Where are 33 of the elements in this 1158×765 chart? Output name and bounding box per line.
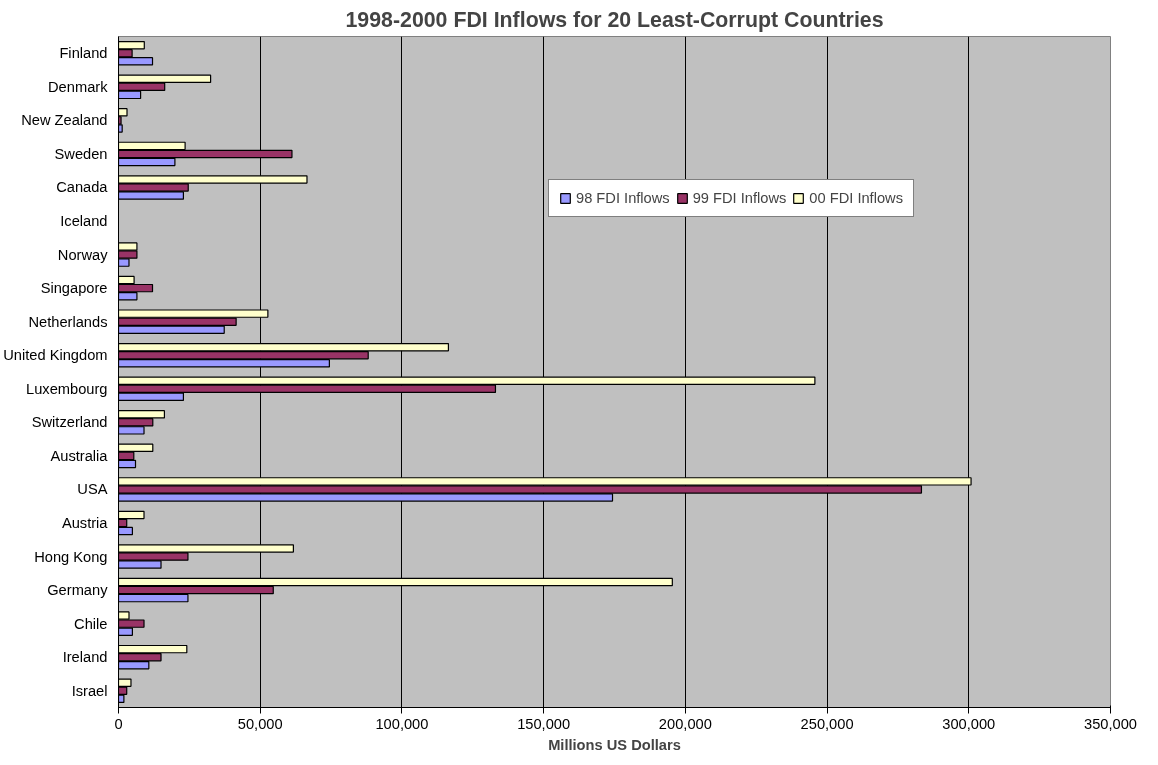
x-tick-label: 0 <box>114 715 123 732</box>
y-tick-label: Netherlands <box>28 313 108 330</box>
y-tick-label: Austria <box>61 514 109 531</box>
y-tick-label: Ireland <box>62 649 108 666</box>
x-tick-label: 300,000 <box>942 715 996 732</box>
y-tick-label: Iceland <box>60 213 108 230</box>
y-tick-label: United Kingdom <box>3 347 108 364</box>
y-tick-label: Finland <box>59 45 108 62</box>
y-tick-label: Germany <box>47 582 109 599</box>
y-tick-label: Denmark <box>48 78 109 95</box>
chart-title: 1998-2000 FDI Inflows for 20 Least-Corrupt Countries <box>345 7 884 32</box>
y-tick-label: Canada <box>56 179 109 196</box>
x-axis-title: Millions US Dollars <box>548 736 681 753</box>
y-tick-label: Australia <box>50 447 109 464</box>
y-tick-label: Switzerland <box>31 414 108 431</box>
x-tick-label: 100,000 <box>375 715 429 732</box>
y-tick-label: Sweden <box>54 145 108 162</box>
y-tick-label: Norway <box>57 246 109 263</box>
x-tick-label: 150,000 <box>517 715 571 732</box>
x-tick-label: 50,000 <box>237 715 283 732</box>
y-tick-label: New Zealand <box>21 112 108 129</box>
y-tick-label: Hong Kong <box>34 548 108 565</box>
x-tick-label: 350,000 <box>1084 715 1137 732</box>
y-tick-label: Luxembourg <box>26 380 108 397</box>
legend-label: 00 FDI Inflows <box>809 190 904 206</box>
legend-label: 99 FDI Inflows <box>692 190 787 206</box>
x-tick-label: 200,000 <box>658 715 712 732</box>
y-tick-label: Israel <box>71 682 108 699</box>
x-tick-label: 250,000 <box>800 715 854 732</box>
y-tick-label: USA <box>77 481 108 498</box>
y-tick-label: Chile <box>74 615 108 632</box>
legend-label: 98 FDI Inflows <box>576 190 670 206</box>
y-tick-label: Singapore <box>40 280 108 297</box>
